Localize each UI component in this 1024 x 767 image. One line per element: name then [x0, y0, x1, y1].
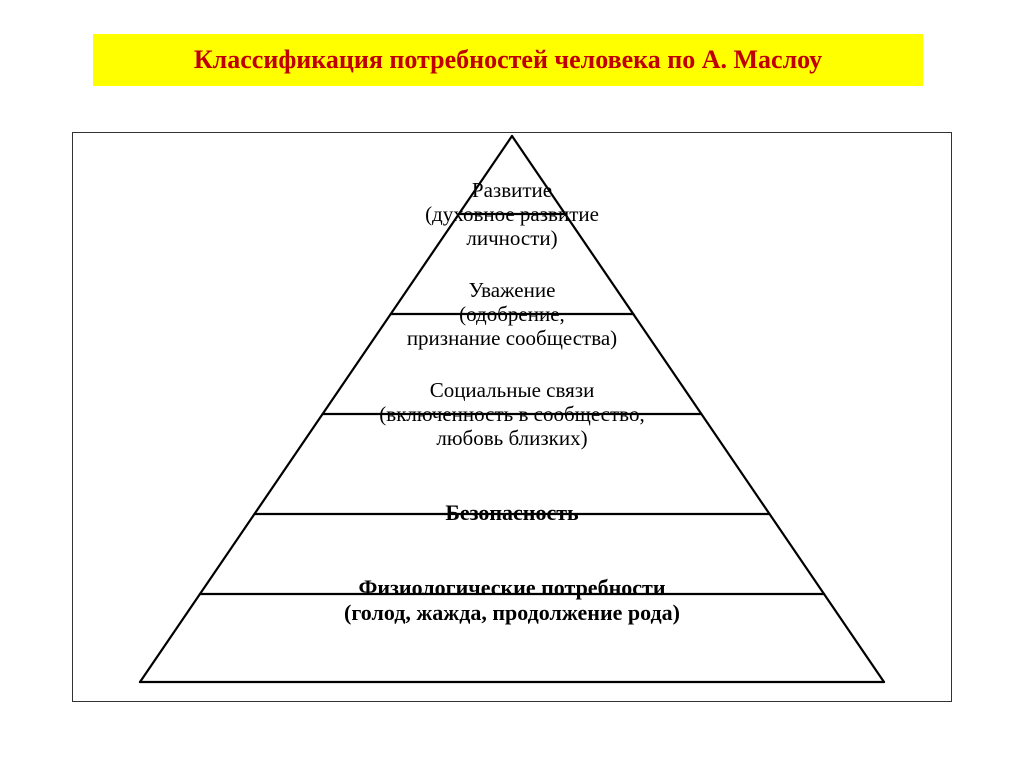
- pyramid-level-2-label: Уважение (одобрение, признание сообществ…: [312, 278, 712, 350]
- pyramid-level-3-label: Социальные связи (включенность в сообщес…: [262, 378, 762, 450]
- page-title: Классификация потребностей человека по А…: [93, 34, 923, 86]
- pyramid-level-5-label: Физиологические потребности (голод, жажд…: [212, 575, 812, 626]
- pyramid-level-4-label: Безопасность: [312, 500, 712, 525]
- pyramid-level-1-label: Развитие (духовное развитие личности): [312, 178, 712, 250]
- page: Классификация потребностей человека по А…: [0, 0, 1024, 767]
